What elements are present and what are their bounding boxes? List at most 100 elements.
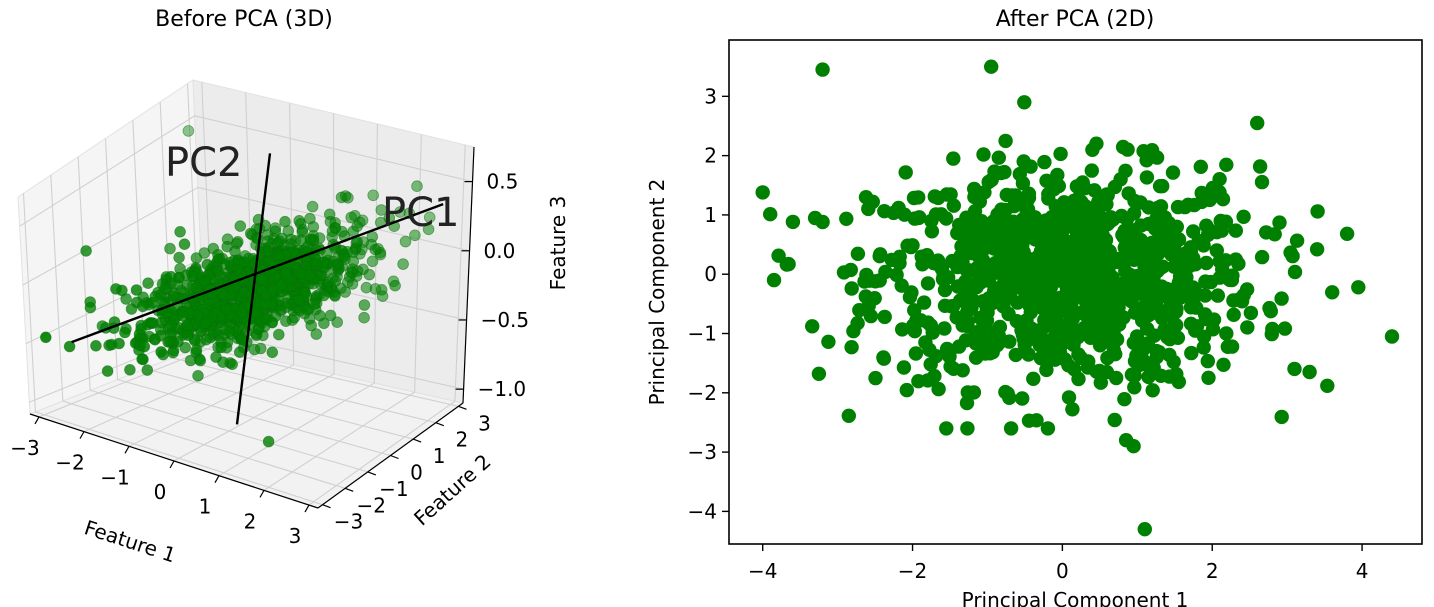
data-point [1252,159,1268,174]
data-point [1084,163,1100,178]
data-point [1015,391,1030,406]
data-point [1198,288,1213,303]
data-point [1127,305,1143,320]
data-point [1151,345,1167,360]
data-point [907,303,922,318]
y-tick-label: 1 [704,203,717,227]
data-point [858,190,874,205]
data-point [1167,317,1183,332]
data-point-3d [269,225,282,238]
grid-line [77,156,91,391]
data-point [1081,354,1096,369]
data-point [1095,192,1111,208]
data-point [998,133,1013,149]
data-point [1228,223,1244,238]
grid-line [117,378,391,457]
data-point-3d [178,238,191,251]
data-point-3d [201,258,214,271]
data-point-3d [367,189,380,202]
data-point [1240,320,1255,335]
data-point [1056,240,1071,255]
data-point [1112,293,1128,308]
data-point [1137,522,1153,537]
data-point-3d [317,289,330,302]
grid-line [414,134,422,393]
data-point [1061,390,1077,405]
y-tick-label: 3 [704,84,717,108]
data-point [1117,240,1133,256]
y-tick [322,504,331,509]
data-point [1015,212,1030,227]
data-point [811,366,827,381]
chart-2d-title: After PCA (2D) [996,7,1155,32]
data-point [1021,413,1037,428]
data-point [958,333,974,348]
data-point [953,249,968,264]
data-point-3d [279,215,291,228]
data-point [1185,280,1201,295]
data-point [1103,284,1118,299]
data-point [924,213,939,229]
data-point [1017,95,1032,110]
data-point [1128,229,1143,244]
data-point [928,349,944,364]
data-point-3d [39,331,52,344]
data-point [1154,281,1170,297]
data-point-3d [220,302,233,315]
data-point-3d [335,191,348,204]
data-point [821,334,836,349]
grid-line [22,186,199,286]
data-point [906,318,921,333]
x-tick-label-3d: 1 [199,495,212,519]
data-point [1021,186,1037,201]
y-axis-label-2d: Principal Component 2 [645,179,669,406]
data-point [1181,197,1196,212]
data-point [1189,319,1205,334]
data-point-3d [162,336,174,348]
data-point [991,150,1006,165]
data-point [1201,370,1216,385]
y-tick-label-3d: −1 [379,477,408,501]
data-point-3d [259,298,272,310]
data-point-3d [165,270,177,283]
data-point [898,165,913,180]
data-point [899,382,914,398]
data-point [937,321,952,336]
data-point [1002,279,1017,294]
data-point [977,185,992,200]
data-point [1116,310,1131,325]
data-point [1272,215,1287,230]
data-point-3d [110,283,122,295]
data-point [1044,266,1060,282]
data-point [1089,136,1104,151]
y-tick-label-3d: 3 [478,411,491,435]
data-point [1092,363,1107,379]
data-point-3d [130,284,143,296]
data-point-3d [80,245,92,257]
data-point [844,340,859,355]
data-point [931,381,946,397]
data-point [1160,329,1175,345]
data-point [1234,294,1250,309]
data-point-3d [295,234,308,247]
data-point [1021,347,1036,362]
data-point [1310,204,1325,219]
data-point [997,211,1012,227]
data-point-3d [182,329,194,342]
data-point [863,308,879,324]
data-point [1037,336,1052,351]
data-point [960,421,975,436]
data-point-3d [234,220,247,232]
data-point-3d [346,266,359,279]
data-point-3d [159,283,171,295]
pc1-line [71,203,444,344]
data-point [1071,371,1086,387]
data-point [1016,154,1031,169]
z-tick-label-3d: −0.5 [481,308,530,332]
data-point [872,273,887,288]
data-point [1274,291,1289,306]
data-point-3d [232,236,244,248]
y-tick-label: −3 [688,440,717,464]
data-point [1127,380,1142,395]
data-point-3d [423,211,436,224]
